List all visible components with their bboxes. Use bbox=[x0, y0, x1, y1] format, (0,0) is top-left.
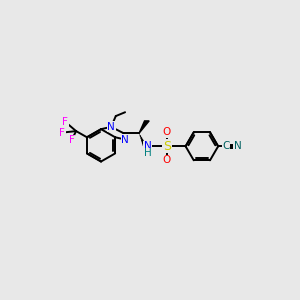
Text: F: F bbox=[62, 117, 68, 127]
Text: F: F bbox=[68, 135, 74, 145]
Text: N: N bbox=[121, 135, 129, 145]
Text: O: O bbox=[163, 155, 171, 165]
Text: N: N bbox=[144, 141, 152, 151]
Text: H: H bbox=[144, 148, 152, 158]
Text: C: C bbox=[222, 141, 230, 151]
Text: O: O bbox=[163, 128, 171, 137]
Polygon shape bbox=[139, 121, 149, 133]
Text: S: S bbox=[163, 140, 171, 153]
Text: N: N bbox=[107, 122, 115, 132]
Text: N: N bbox=[234, 141, 242, 151]
Text: F: F bbox=[59, 128, 65, 138]
